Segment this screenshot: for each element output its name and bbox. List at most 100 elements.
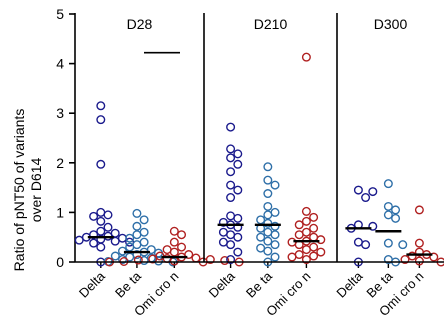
- data-point: [309, 232, 319, 242]
- data-point: [294, 250, 304, 260]
- data-point: [96, 242, 106, 252]
- data-point: [256, 215, 266, 225]
- data-point: [263, 175, 273, 185]
- x-tick-label: Be ta: [243, 268, 276, 301]
- y-tick-label: 2: [56, 155, 64, 171]
- data-point: [309, 242, 319, 252]
- data-point: [301, 206, 311, 216]
- data-point: [177, 230, 187, 240]
- data-point: [270, 230, 280, 240]
- data-point: [294, 230, 304, 240]
- data-point: [233, 232, 243, 242]
- data-point: [270, 221, 280, 231]
- data-point: [429, 252, 439, 262]
- data-point: [233, 222, 243, 232]
- data-point: [226, 240, 236, 250]
- data-point: [148, 254, 158, 264]
- data-point: [220, 256, 230, 266]
- data-point: [96, 115, 106, 125]
- data-point: [226, 144, 236, 154]
- data-point: [391, 213, 401, 223]
- data-point: [139, 227, 149, 237]
- data-point: [132, 240, 142, 250]
- data-point: [226, 211, 236, 221]
- data-point: [96, 159, 106, 169]
- y-axis-label: Ratio of pNT50 of variants over D614: [11, 109, 44, 272]
- data-point: [287, 252, 297, 262]
- data-point: [110, 251, 120, 261]
- data-point: [383, 201, 393, 211]
- data-point: [96, 101, 106, 111]
- data-point: [132, 221, 142, 231]
- data-point: [169, 226, 179, 236]
- data-point: [89, 238, 99, 248]
- data-point: [400, 255, 410, 265]
- data-point: [103, 222, 113, 232]
- data-point: [309, 251, 319, 261]
- data-point: [294, 220, 304, 230]
- y-tick-label: 4: [56, 56, 64, 72]
- data-point: [407, 251, 417, 261]
- data-point: [301, 216, 311, 226]
- panel-label: D300: [374, 16, 408, 32]
- data-point: [133, 255, 143, 265]
- data-point: [226, 193, 236, 203]
- x-tick-label: Delta: [76, 268, 109, 301]
- data-point: [353, 237, 363, 247]
- data-point: [162, 245, 172, 255]
- data-point: [368, 187, 378, 197]
- data-point: [301, 255, 311, 265]
- data-point: [414, 205, 424, 215]
- data-point: [226, 255, 236, 265]
- data-point: [169, 247, 179, 257]
- data-point: [263, 218, 273, 228]
- data-point: [414, 256, 424, 266]
- data-point: [263, 189, 273, 199]
- data-point: [177, 242, 187, 252]
- data-point: [256, 243, 266, 253]
- data-point: [191, 253, 201, 263]
- data-point: [391, 205, 401, 215]
- data-point: [118, 255, 128, 265]
- data-point: [226, 230, 236, 240]
- data-point: [316, 247, 326, 257]
- data-point: [270, 180, 280, 190]
- x-tick-label: Delta: [206, 268, 239, 301]
- data-point: [125, 233, 135, 243]
- data-point: [233, 149, 243, 159]
- y-axis-label-line-2: over D614: [28, 157, 44, 222]
- panel-label: D28: [127, 16, 153, 32]
- data-point: [263, 236, 273, 246]
- y-axis-ticks: 0 1 2 3 4 5: [56, 6, 75, 270]
- panel-label: D210: [254, 16, 288, 32]
- data-point: [263, 246, 273, 256]
- data-point: [383, 210, 393, 220]
- data-point: [233, 213, 243, 223]
- data-point: [117, 233, 127, 243]
- data-point: [301, 227, 311, 237]
- data-point: [309, 212, 319, 222]
- data-point: [368, 221, 378, 231]
- y-tick-label: 0: [56, 254, 64, 270]
- x-tick-label: Delta: [333, 268, 366, 301]
- data-point: [110, 228, 120, 238]
- data-point: [270, 240, 280, 250]
- data-point: [316, 235, 326, 245]
- data-point: [263, 210, 273, 220]
- data-point: [383, 238, 393, 248]
- data-point: [139, 237, 149, 247]
- data-point: [270, 207, 280, 217]
- data-point: [226, 180, 236, 190]
- data-point: [139, 215, 149, 225]
- data-point: [226, 153, 236, 163]
- y-tick-label: 1: [56, 204, 64, 220]
- data-point: [233, 159, 243, 169]
- data-point: [132, 230, 142, 240]
- data-point: [353, 185, 363, 195]
- data-point: [226, 167, 236, 177]
- data-point: [361, 193, 371, 203]
- x-tick-label: Be ta: [112, 268, 145, 301]
